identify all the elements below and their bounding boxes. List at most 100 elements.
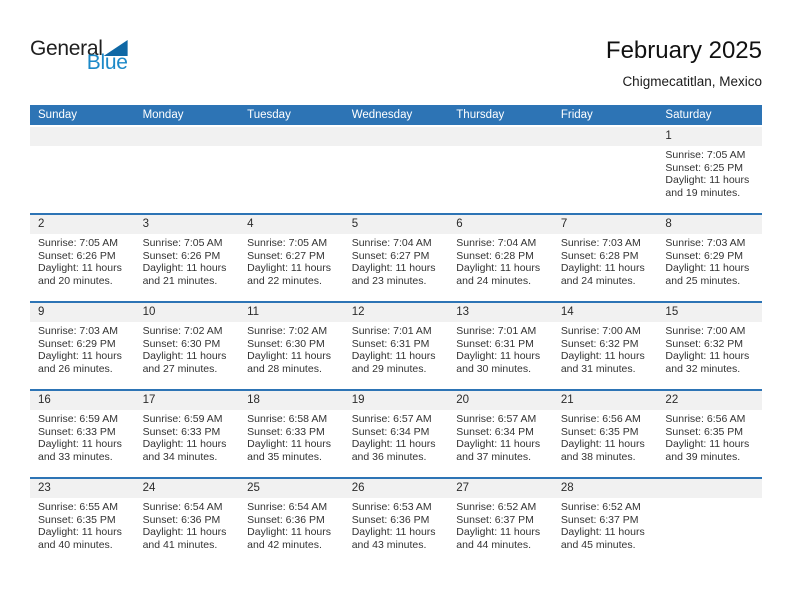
detail-line: and 25 minutes. bbox=[665, 274, 741, 287]
detail-line: Daylight: 11 hours bbox=[560, 438, 645, 451]
detail-line: and 22 minutes. bbox=[247, 274, 322, 287]
empty-day-cell bbox=[239, 127, 344, 213]
day-details: Sunrise: 6:57 AM Sunset: 6:34 PM Daylight:… bbox=[344, 410, 449, 463]
detail-line: and 36 minutes. bbox=[351, 450, 427, 463]
week-row: 9 Sunrise: 7:03 AM Sunset: 6:29 PM Daylight… bbox=[30, 301, 762, 389]
detail-line: Sunrise: 6:59 AM bbox=[38, 413, 118, 425]
detail-line: Sunrise: 7:00 AM bbox=[665, 325, 746, 337]
day-cell: 17 Sunrise: 6:59 AM Sunset: 6:33 PM Dayligh… bbox=[134, 391, 240, 477]
day-cell: 16 Sunrise: 6:59 AM Sunset: 6:33 PM Dayligh… bbox=[30, 391, 135, 477]
detail-line: Sunset: 6:35 PM bbox=[38, 513, 116, 526]
detail-line: Sunrise: 7:03 AM bbox=[560, 237, 641, 249]
detail-line: Sunset: 6:26 PM bbox=[38, 249, 116, 262]
detail-line: Daylight: 11 hours bbox=[351, 262, 436, 275]
detail-line: Daylight: 11 hours bbox=[247, 262, 331, 275]
day-cell: 28 Sunrise: 6:52 AM Sunset: 6:37 PM Dayligh… bbox=[552, 479, 658, 565]
detail-line: and 37 minutes. bbox=[456, 450, 531, 463]
day-details: Sunrise: 6:58 AM Sunset: 6:33 PM Daylight:… bbox=[239, 410, 344, 463]
day-number: 25 bbox=[239, 479, 344, 498]
detail-line: Sunset: 6:28 PM bbox=[560, 249, 639, 262]
day-cell: 3 Sunrise: 7:05 AM Sunset: 6:26 PM Daylight… bbox=[134, 215, 240, 301]
day-cell: 14 Sunrise: 7:00 AM Sunset: 6:32 PM Dayligh… bbox=[552, 303, 658, 389]
day-number bbox=[239, 127, 344, 146]
day-cell: 19 Sunrise: 6:57 AM Sunset: 6:34 PM Dayligh… bbox=[343, 391, 449, 477]
day-cell: 9 Sunrise: 7:03 AM Sunset: 6:29 PM Daylight… bbox=[30, 303, 135, 389]
detail-line: Sunset: 6:29 PM bbox=[665, 249, 744, 262]
day-details bbox=[30, 146, 135, 149]
detail-line: Daylight: 11 hours bbox=[456, 526, 541, 539]
detail-line: Sunrise: 6:58 AM bbox=[247, 413, 328, 425]
day-number: 10 bbox=[134, 303, 240, 322]
detail-line: Sunrise: 7:01 AM bbox=[351, 325, 432, 337]
day-number bbox=[343, 127, 449, 146]
day-details: Sunrise: 6:52 AM Sunset: 6:37 PM Daylight:… bbox=[448, 498, 553, 551]
detail-line: Sunrise: 7:03 AM bbox=[665, 237, 746, 249]
day-number: 11 bbox=[239, 303, 344, 322]
day-details: Sunrise: 6:59 AM Sunset: 6:33 PM Daylight:… bbox=[30, 410, 135, 463]
detail-line: Sunset: 6:30 PM bbox=[142, 337, 221, 350]
detail-line: Sunrise: 7:01 AM bbox=[456, 325, 537, 337]
day-cell: 27 Sunrise: 6:52 AM Sunset: 6:37 PM Dayligh… bbox=[448, 479, 553, 565]
detail-line: Sunset: 6:30 PM bbox=[247, 337, 325, 350]
day-details: Sunrise: 7:04 AM Sunset: 6:28 PM Daylight:… bbox=[448, 234, 553, 287]
day-number: 22 bbox=[657, 391, 762, 410]
day-details: Sunrise: 7:02 AM Sunset: 6:30 PM Daylight:… bbox=[239, 322, 344, 375]
day-details: Sunrise: 7:05 AM Sunset: 6:27 PM Daylight:… bbox=[239, 234, 344, 287]
day-details: Sunrise: 6:52 AM Sunset: 6:37 PM Daylight:… bbox=[553, 498, 658, 551]
empty-day-cell bbox=[657, 479, 762, 565]
day-number: 4 bbox=[239, 215, 344, 234]
day-details: Sunrise: 7:05 AM Sunset: 6:26 PM Daylight:… bbox=[135, 234, 240, 287]
day-cell: 8 Sunrise: 7:03 AM Sunset: 6:29 PM Daylight… bbox=[657, 215, 762, 301]
empty-day-cell bbox=[30, 127, 135, 213]
detail-line: and 43 minutes. bbox=[351, 538, 427, 551]
detail-line: Daylight: 11 hours bbox=[456, 350, 541, 363]
day-cell: 23 Sunrise: 6:55 AM Sunset: 6:35 PM Dayligh… bbox=[30, 479, 135, 565]
day-details: Sunrise: 7:05 AM Sunset: 6:26 PM Daylight:… bbox=[30, 234, 135, 287]
detail-line: and 27 minutes. bbox=[142, 362, 218, 375]
day-number: 13 bbox=[448, 303, 553, 322]
detail-line: Sunrise: 6:57 AM bbox=[351, 413, 432, 425]
detail-line: and 24 minutes. bbox=[456, 274, 531, 287]
day-details: Sunrise: 6:54 AM Sunset: 6:36 PM Daylight:… bbox=[135, 498, 240, 551]
detail-line: Daylight: 11 hours bbox=[247, 438, 331, 451]
day-details bbox=[657, 498, 762, 501]
day-cell: 2 Sunrise: 7:05 AM Sunset: 6:26 PM Daylight… bbox=[30, 215, 135, 301]
detail-line: and 34 minutes. bbox=[142, 450, 218, 463]
detail-line: and 21 minutes. bbox=[142, 274, 218, 287]
detail-line: Sunset: 6:26 PM bbox=[142, 249, 221, 262]
detail-line: Daylight: 11 hours bbox=[560, 262, 645, 275]
day-details: Sunrise: 6:56 AM Sunset: 6:35 PM Daylight:… bbox=[657, 410, 762, 463]
detail-line: Daylight: 11 hours bbox=[665, 174, 750, 187]
detail-line: Daylight: 11 hours bbox=[38, 262, 122, 275]
day-cell: 6 Sunrise: 7:04 AM Sunset: 6:28 PM Daylight… bbox=[448, 215, 553, 301]
detail-line: and 44 minutes. bbox=[456, 538, 531, 551]
day-cell: 18 Sunrise: 6:58 AM Sunset: 6:33 PM Dayligh… bbox=[239, 391, 344, 477]
detail-line: Daylight: 11 hours bbox=[351, 350, 436, 363]
calendar: Sunday Monday Tuesday Wednesday Thursday Frid… bbox=[30, 105, 762, 565]
day-number bbox=[30, 127, 135, 146]
detail-line: Sunrise: 6:53 AM bbox=[351, 501, 432, 513]
detail-line: and 31 minutes. bbox=[560, 362, 636, 375]
detail-line: Daylight: 11 hours bbox=[247, 350, 331, 363]
day-cell: 26 Sunrise: 6:53 AM Sunset: 6:36 PM Dayligh… bbox=[343, 479, 449, 565]
empty-day-cell bbox=[552, 127, 658, 213]
detail-line: Sunset: 6:36 PM bbox=[247, 513, 325, 526]
day-number: 6 bbox=[448, 215, 553, 234]
day-number: 1 bbox=[657, 127, 762, 146]
detail-line: Sunrise: 6:52 AM bbox=[560, 501, 641, 513]
detail-line: Sunrise: 6:56 AM bbox=[665, 413, 746, 425]
day-number: 14 bbox=[552, 303, 658, 322]
detail-line: and 39 minutes. bbox=[665, 450, 741, 463]
day-details: Sunrise: 6:59 AM Sunset: 6:33 PM Daylight:… bbox=[135, 410, 240, 463]
day-number: 26 bbox=[343, 479, 449, 498]
day-number bbox=[448, 127, 553, 146]
detail-line: Daylight: 11 hours bbox=[38, 350, 122, 363]
detail-line: Daylight: 11 hours bbox=[560, 350, 645, 363]
day-number: 21 bbox=[552, 391, 658, 410]
detail-line: Sunrise: 6:54 AM bbox=[142, 501, 223, 513]
detail-line: Sunrise: 7:05 AM bbox=[142, 237, 223, 249]
weekday-header-saturday: Saturday bbox=[665, 109, 712, 121]
day-details: Sunrise: 7:00 AM Sunset: 6:32 PM Daylight:… bbox=[657, 322, 762, 375]
week-row: 1 Sunrise: 7:05 AM Sunset: 6:25 PM Daylight… bbox=[30, 127, 762, 213]
